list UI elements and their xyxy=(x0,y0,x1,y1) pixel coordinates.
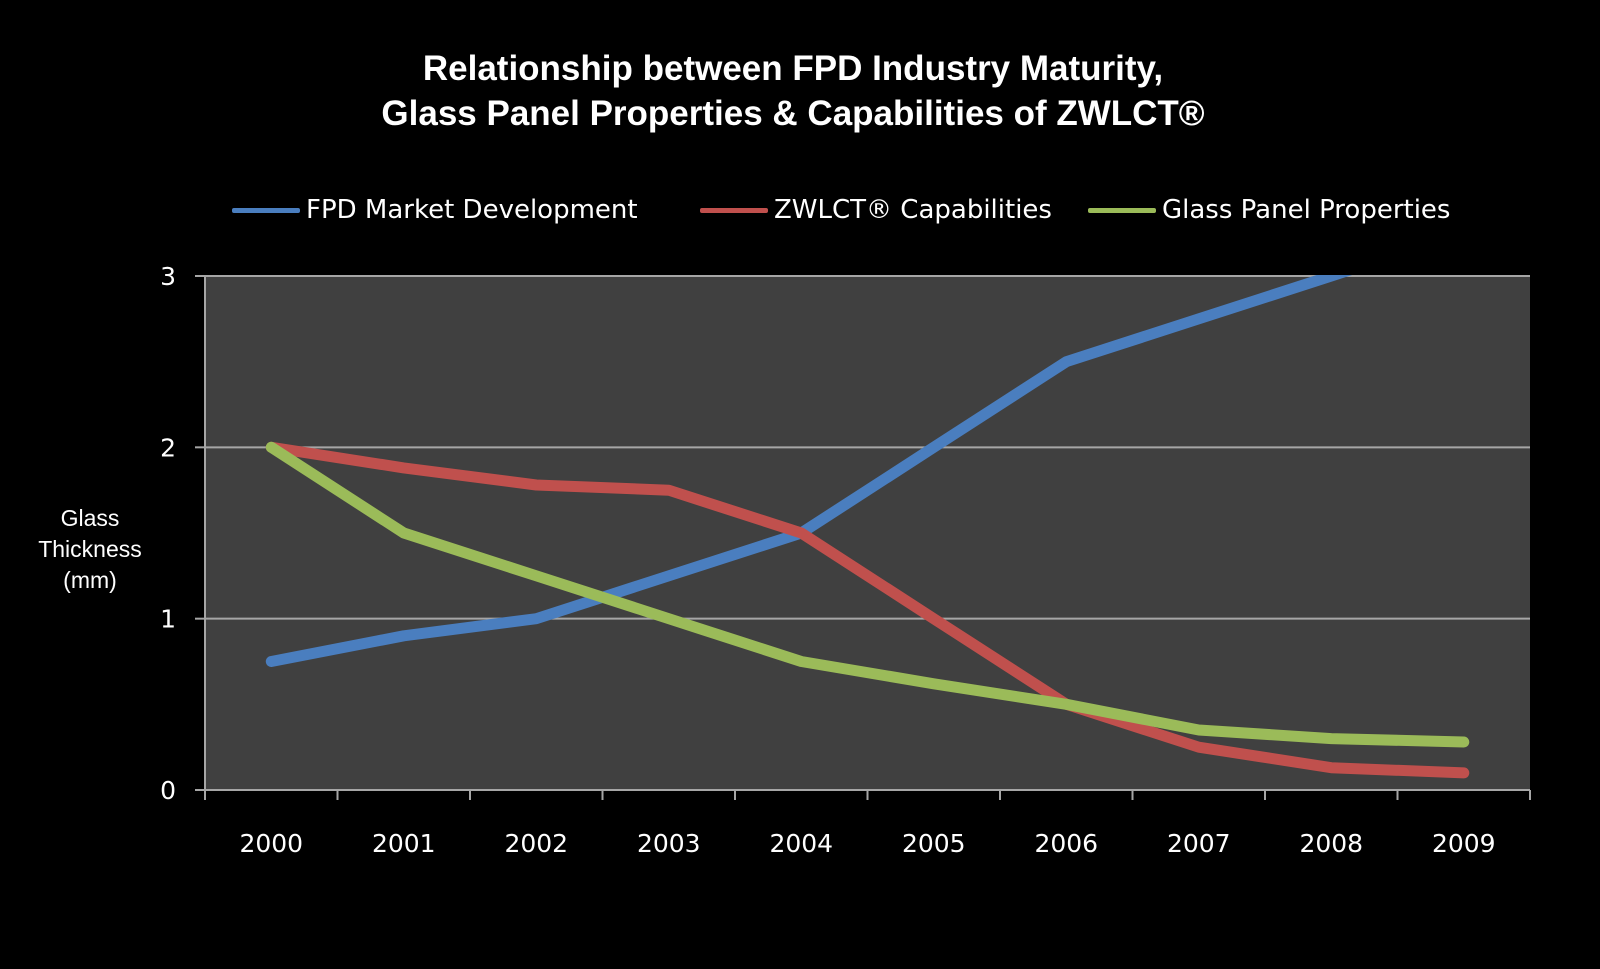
legend-item-zwlct-capabilities[interactable]: ZWLCT® Capabilities xyxy=(700,188,1052,232)
y-tick-label: 3 xyxy=(160,262,176,291)
y-tick-label: 0 xyxy=(160,776,176,805)
y-axis-label-line-2: Thickness xyxy=(38,536,142,562)
y-tick-label: 1 xyxy=(160,605,176,634)
legend-item-fpd-market-development[interactable]: FPD Market Development xyxy=(232,188,638,232)
x-tick-label: 2001 xyxy=(372,829,436,858)
series-line-glass-panel-properties xyxy=(265,441,1470,748)
legend: FPD Market Development ZWLCT® Capabiliti… xyxy=(0,188,1600,232)
x-tick-label: 2004 xyxy=(769,829,833,858)
series-lines xyxy=(265,275,1470,779)
chart-title-line-1: Relationship between FPD Industry Maturi… xyxy=(422,49,1164,88)
chart-title-line-2: Glass Panel Properties & Capabilities of… xyxy=(381,94,1205,133)
series-line-fpd-market-development xyxy=(265,275,1353,667)
y-tick-label: 2 xyxy=(160,433,176,462)
x-tick-label: 2006 xyxy=(1034,829,1098,858)
x-tick-label: 2005 xyxy=(902,829,966,858)
axes xyxy=(204,276,1531,800)
legend-label-fpd-market-development: FPD Market Development xyxy=(306,195,638,225)
x-tick-label: 2009 xyxy=(1432,829,1496,858)
gridlines xyxy=(195,275,1530,791)
series-line-zwlct-capabilities xyxy=(265,441,1470,779)
legend-label-glass-panel-properties: Glass Panel Properties xyxy=(1162,195,1451,225)
x-tick-label: 2000 xyxy=(239,829,303,858)
legend-swatch-fpd-market-development xyxy=(232,207,300,213)
x-tick-label: 2007 xyxy=(1167,829,1231,858)
x-tick-label: 2003 xyxy=(637,829,701,858)
y-axis-label-line-3: (mm) xyxy=(63,567,117,593)
legend-item-glass-panel-properties[interactable]: Glass Panel Properties xyxy=(1088,188,1450,232)
x-tick-label: 2008 xyxy=(1299,829,1363,858)
legend-swatch-glass-panel-properties xyxy=(1088,207,1156,213)
x-tick-labels: 2000 2001 2002 2003 2004 2005 2006 2007 2008 2009 xyxy=(239,829,1495,858)
y-tick-labels: 0 1 2 3 xyxy=(160,262,176,805)
y-axis-label: Glass Thickness (mm) xyxy=(20,503,160,596)
x-tick-label: 2002 xyxy=(504,829,568,858)
plot-area xyxy=(205,276,1530,790)
y-axis-label-line-1: Glass xyxy=(60,505,120,531)
legend-label-zwlct-capabilities: ZWLCT® Capabilities xyxy=(774,195,1052,225)
chart-title: Relationship between FPD Industry Maturi… xyxy=(0,46,1586,136)
legend-swatch-zwlct-capabilities xyxy=(700,207,768,213)
